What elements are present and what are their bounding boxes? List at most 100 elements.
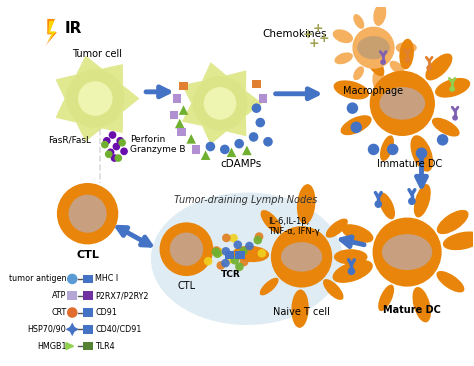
Circle shape	[112, 143, 120, 150]
Ellipse shape	[414, 184, 431, 217]
Circle shape	[222, 234, 231, 242]
Circle shape	[352, 27, 395, 69]
Polygon shape	[55, 56, 139, 142]
Text: Tumor-draining Lymph Nodes: Tumor-draining Lymph Nodes	[174, 195, 318, 205]
Circle shape	[370, 71, 435, 136]
Circle shape	[69, 195, 107, 233]
Ellipse shape	[334, 249, 367, 265]
Circle shape	[255, 232, 264, 241]
Circle shape	[380, 59, 386, 65]
Circle shape	[107, 149, 114, 156]
Circle shape	[212, 246, 221, 255]
Circle shape	[240, 258, 248, 266]
Ellipse shape	[292, 290, 309, 328]
Circle shape	[170, 232, 203, 266]
Ellipse shape	[151, 193, 343, 325]
Circle shape	[271, 226, 332, 288]
Circle shape	[103, 137, 110, 145]
Circle shape	[229, 234, 238, 242]
Circle shape	[215, 248, 224, 257]
Bar	[67, 291, 77, 300]
Polygon shape	[65, 322, 79, 336]
Bar	[259, 94, 267, 103]
Bar	[83, 291, 93, 300]
Circle shape	[374, 200, 382, 208]
Ellipse shape	[281, 242, 322, 272]
Text: tumor antigen: tumor antigen	[9, 274, 66, 283]
Ellipse shape	[357, 36, 390, 59]
Circle shape	[235, 139, 244, 149]
Bar	[83, 308, 93, 317]
Ellipse shape	[380, 87, 425, 120]
Bar	[173, 94, 181, 103]
Text: CD91: CD91	[95, 308, 117, 317]
Text: CTL: CTL	[76, 250, 99, 260]
Bar	[83, 274, 93, 283]
Ellipse shape	[380, 135, 394, 161]
Text: Perforin
Granzyme B: Perforin Granzyme B	[130, 135, 185, 154]
Text: CRT: CRT	[51, 308, 66, 317]
Circle shape	[252, 103, 261, 113]
Circle shape	[109, 131, 117, 139]
Circle shape	[255, 118, 265, 127]
Circle shape	[211, 247, 220, 256]
Ellipse shape	[335, 52, 353, 64]
Text: Chemokines: Chemokines	[263, 29, 327, 38]
Text: Immature DC: Immature DC	[377, 159, 443, 169]
Circle shape	[249, 132, 258, 142]
Circle shape	[221, 247, 230, 256]
Circle shape	[408, 197, 416, 205]
Circle shape	[105, 150, 112, 158]
Ellipse shape	[379, 193, 395, 219]
Bar	[83, 325, 93, 334]
Bar	[225, 251, 235, 259]
Text: TLR4: TLR4	[95, 341, 115, 351]
Ellipse shape	[425, 53, 452, 81]
Ellipse shape	[373, 70, 386, 93]
Bar	[252, 80, 261, 89]
Circle shape	[416, 147, 427, 159]
Ellipse shape	[334, 81, 369, 100]
Circle shape	[213, 249, 222, 258]
Polygon shape	[242, 146, 252, 155]
Circle shape	[221, 259, 230, 268]
Circle shape	[449, 86, 455, 92]
Ellipse shape	[390, 61, 404, 74]
Ellipse shape	[260, 278, 279, 295]
Ellipse shape	[261, 210, 282, 233]
Polygon shape	[46, 19, 57, 46]
Circle shape	[160, 222, 213, 276]
Ellipse shape	[382, 234, 432, 270]
Circle shape	[245, 242, 254, 250]
Text: CTL: CTL	[177, 281, 195, 291]
Ellipse shape	[353, 14, 364, 29]
Circle shape	[254, 236, 262, 244]
Circle shape	[204, 87, 237, 120]
Bar	[179, 82, 188, 90]
Circle shape	[368, 144, 379, 155]
Text: IR: IR	[64, 21, 82, 36]
Circle shape	[220, 145, 229, 154]
Text: Tumor cell: Tumor cell	[72, 49, 122, 59]
Polygon shape	[227, 147, 237, 157]
Ellipse shape	[333, 260, 373, 283]
Circle shape	[118, 139, 126, 146]
Ellipse shape	[366, 53, 384, 76]
Ellipse shape	[410, 135, 433, 172]
Ellipse shape	[323, 279, 344, 300]
Circle shape	[217, 261, 225, 270]
Text: TCR: TCR	[221, 270, 240, 279]
Polygon shape	[47, 21, 56, 42]
Circle shape	[192, 76, 247, 131]
Circle shape	[239, 247, 248, 255]
Text: HSP70/90: HSP70/90	[28, 325, 66, 334]
Circle shape	[437, 134, 448, 146]
Text: Naive T cell: Naive T cell	[273, 307, 330, 317]
Circle shape	[452, 115, 458, 121]
Circle shape	[426, 65, 432, 71]
Circle shape	[404, 57, 410, 63]
Text: MHC I: MHC I	[95, 274, 118, 283]
Bar	[191, 145, 201, 154]
Text: CD40/CD91: CD40/CD91	[95, 325, 142, 334]
Circle shape	[347, 268, 356, 275]
